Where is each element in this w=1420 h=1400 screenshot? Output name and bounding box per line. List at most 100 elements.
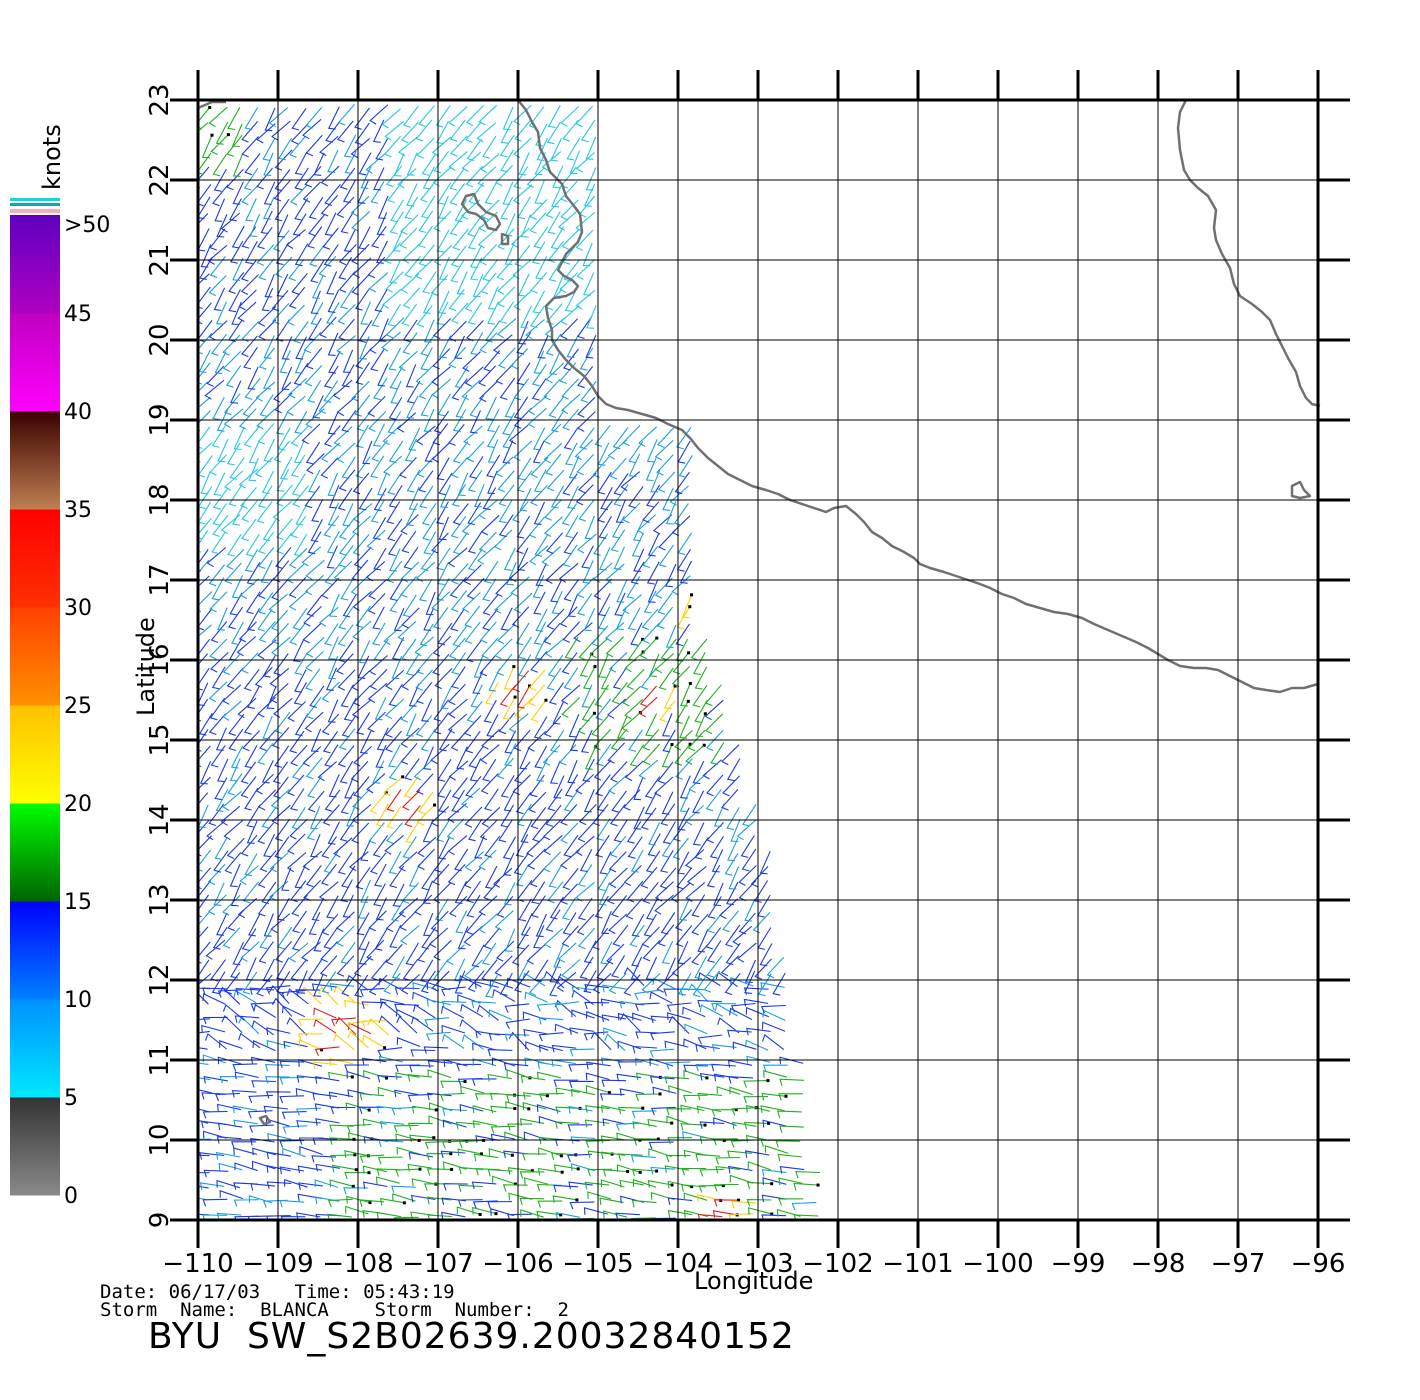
x-axis-title: Longitude xyxy=(694,1267,813,1295)
wind-barb xyxy=(662,487,674,511)
rain-flag xyxy=(434,1108,438,1112)
wind-barb xyxy=(677,851,690,875)
wind-barb xyxy=(358,320,373,343)
wind-barb xyxy=(170,1170,194,1177)
wind-barb xyxy=(383,972,401,995)
wind-barb xyxy=(432,423,449,446)
wind-barb xyxy=(523,1177,548,1186)
wind-barb xyxy=(620,1195,645,1204)
wind-barb xyxy=(543,442,563,464)
wind-barb xyxy=(468,182,485,205)
wind-barb xyxy=(746,1181,772,1190)
wind-barb xyxy=(541,545,561,567)
wind-barb xyxy=(744,959,757,984)
wind-barb xyxy=(404,256,421,278)
wind-barb xyxy=(391,956,405,980)
wind-barb xyxy=(431,970,450,992)
wind-barb xyxy=(412,1004,436,1019)
wind-barb xyxy=(288,547,308,569)
wind-barb xyxy=(422,290,435,314)
rain-flag xyxy=(689,593,693,597)
wind-barb xyxy=(416,804,435,826)
wind-barb xyxy=(266,1027,291,1036)
wind-barb xyxy=(213,168,227,192)
wind-barb xyxy=(543,715,562,738)
wind-barb xyxy=(199,1152,224,1160)
wind-barb xyxy=(224,562,242,585)
wind-barb xyxy=(554,1121,580,1129)
wind-barb xyxy=(537,1167,563,1176)
wind-barb xyxy=(629,924,645,948)
wind-barb xyxy=(567,1124,593,1132)
rain-flag xyxy=(670,1121,674,1125)
wind-barb xyxy=(684,1023,708,1035)
wind-barb xyxy=(546,469,565,492)
wind-barb xyxy=(273,440,291,463)
wind-barb xyxy=(538,1032,564,1042)
lat-tick-label: 13 xyxy=(145,883,175,916)
wind-barb xyxy=(494,955,513,977)
wind-barb xyxy=(550,579,563,603)
wind-barb xyxy=(436,121,449,145)
wind-barb xyxy=(542,819,562,841)
wind-barb xyxy=(276,468,290,492)
wind-barb xyxy=(533,427,546,451)
wind-barb xyxy=(475,1135,500,1143)
wind-barb xyxy=(363,1181,388,1190)
wind-barb xyxy=(376,1211,402,1220)
wind-barb xyxy=(537,335,549,359)
wind-barb xyxy=(381,288,402,309)
wind-barb xyxy=(422,517,437,541)
wind-barb xyxy=(642,622,660,644)
wind-barb xyxy=(595,774,611,797)
wind-barb xyxy=(731,1200,756,1209)
wind-barb xyxy=(644,791,658,815)
wind-barb xyxy=(699,1004,723,1017)
wind-barb xyxy=(271,623,289,645)
wind-barb xyxy=(321,913,339,936)
wind-barb xyxy=(633,1138,659,1146)
wind-barb xyxy=(561,228,580,250)
wind-barb xyxy=(481,637,499,660)
wind-barb xyxy=(609,761,628,783)
wind-barb xyxy=(526,836,545,858)
wind-barb xyxy=(402,836,417,859)
wind-barb xyxy=(759,851,771,875)
wind-barb xyxy=(609,804,626,827)
wind-barb xyxy=(292,638,305,663)
wind-barb xyxy=(529,199,548,221)
wind-barb xyxy=(631,1168,657,1177)
wind-barb xyxy=(624,698,644,720)
wind-barb xyxy=(245,533,260,557)
wind-barb xyxy=(613,484,629,507)
wind-barb xyxy=(294,151,308,176)
wind-barb xyxy=(356,912,370,936)
wind-barb xyxy=(529,545,549,566)
wind-barb xyxy=(438,789,452,813)
wind-barb xyxy=(455,910,468,934)
wind-barb xyxy=(405,713,417,737)
wind-barb xyxy=(727,1029,752,1038)
wind-barb xyxy=(529,865,548,888)
wind-barb xyxy=(448,150,468,171)
wind-barb xyxy=(674,743,691,766)
wind-barb xyxy=(577,864,593,887)
wind-barb xyxy=(328,1071,353,1080)
wind-barb xyxy=(407,1074,433,1082)
wind-barb xyxy=(307,380,322,403)
wind-barb xyxy=(164,199,177,221)
wind-barb xyxy=(388,757,405,781)
wind-barb xyxy=(660,638,677,661)
wind-barb xyxy=(181,196,193,218)
wind-barb xyxy=(209,228,226,251)
wind-barb xyxy=(652,514,673,535)
wind-barb xyxy=(240,274,259,295)
wind-barb xyxy=(198,1138,212,1140)
wind-barb xyxy=(487,286,499,310)
rain-flag xyxy=(737,1198,741,1202)
wind-barb xyxy=(377,472,388,496)
wind-barb xyxy=(282,1147,306,1158)
wind-barb xyxy=(600,998,626,1007)
wind-barb xyxy=(461,514,481,535)
